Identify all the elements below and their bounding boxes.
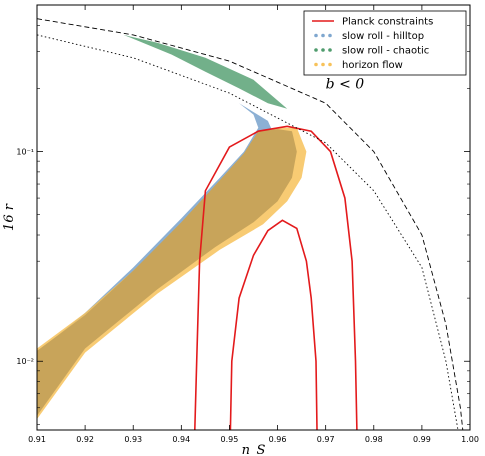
legend-item-slow-roll-hilltop-label: slow roll - hilltop <box>342 31 424 42</box>
x-tick-label: 0.91 <box>28 435 46 444</box>
x-tick-label: 0.99 <box>413 435 431 444</box>
legend-item-slow-roll-chaotic-swatch-dot <box>321 48 325 52</box>
x-tick-label: 0.95 <box>221 435 239 444</box>
series-slow-roll-chaotic-band <box>123 34 288 109</box>
legend-item-slow-roll-hilltop-swatch-dot <box>321 33 325 38</box>
legend-item-horizon-flow-swatch-dot <box>328 62 332 67</box>
legend-item-slow-roll-chaotic-swatch-dot <box>328 48 332 52</box>
x-tick-label: 0.94 <box>172 435 190 444</box>
legend-item-horizon-flow-label: horizon flow <box>342 60 403 71</box>
series-planck-95--line <box>194 125 358 430</box>
legend-item-slow-roll-hilltop-swatch-dot <box>328 33 332 38</box>
series-overlap-band <box>37 129 297 416</box>
legend: Planck constraints slow roll - hilltop slo… <box>303 10 467 76</box>
annotation: b < 0 <box>326 76 365 92</box>
chart-bands <box>37 34 307 420</box>
series-dash-dot-boundary-line <box>37 34 459 430</box>
chart-lines <box>37 18 464 430</box>
series-planck-68--line <box>229 219 318 430</box>
plot-frame <box>36 4 471 431</box>
legend-item-horizon-flow-swatch-dot <box>314 62 318 67</box>
x-tick-label: 1.00 <box>461 435 479 444</box>
y-axis-label: 16 r <box>2 203 17 231</box>
x-tick-label: 0.97 <box>317 435 335 444</box>
x-tick-label: 0.92 <box>76 435 94 444</box>
legend-item-slow-roll-hilltop-swatch-dot <box>314 33 318 38</box>
x-tick-label: 0.96 <box>269 435 287 444</box>
legend-item-horizon-flow-swatch-dot <box>321 62 325 67</box>
series-dashed-boundary-line <box>37 18 464 430</box>
x-tick-label: 0.93 <box>124 435 142 444</box>
x-tick-label: 0.98 <box>365 435 383 444</box>
y-tick-label: 10⁻¹ <box>16 148 34 157</box>
y-tick-label: 10⁻² <box>16 357 34 366</box>
legend-item-planck-constraints-label: Planck constraints <box>342 17 433 28</box>
y-axis: 10⁻² 10⁻¹ <box>16 4 470 425</box>
legend-item-slow-roll-chaotic-label: slow roll - chaotic <box>342 46 429 57</box>
legend-item-slow-roll-chaotic-swatch-dot <box>314 48 318 52</box>
x-axis: 0.91 0.92 0.93 0.94 0.95 0.96 0.97 0.98 0.99 1.00 <box>28 5 479 444</box>
x-axis-label: n_S <box>242 443 266 456</box>
